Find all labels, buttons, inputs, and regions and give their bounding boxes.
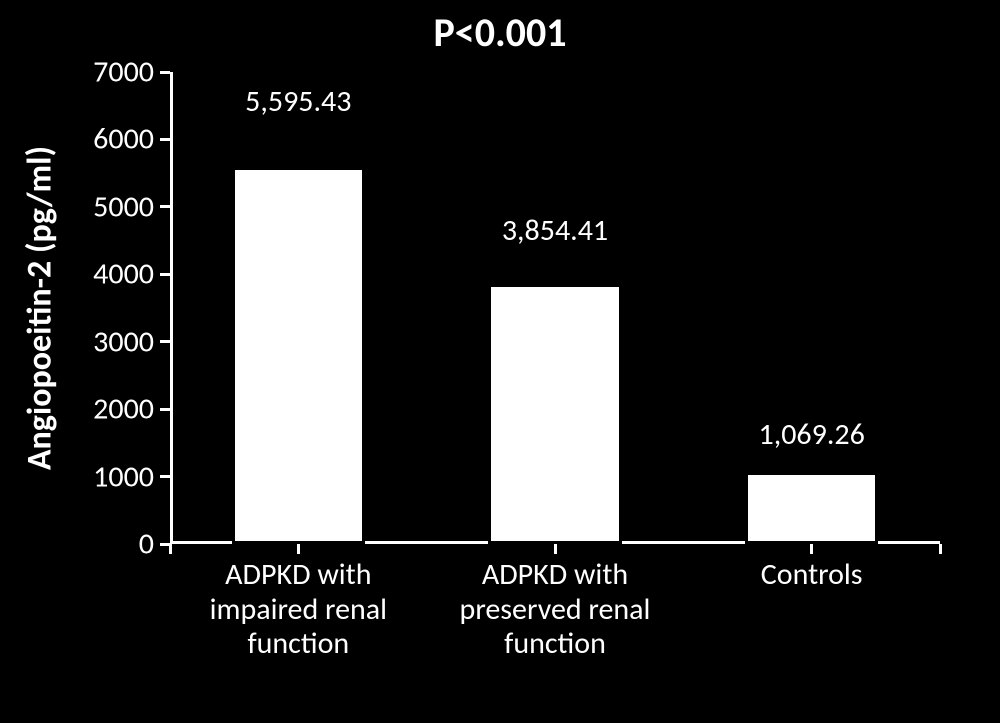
x-category-label: Controls xyxy=(690,558,934,593)
y-tick-label: 3000 xyxy=(54,323,154,360)
y-tick-mark xyxy=(160,138,170,141)
bar xyxy=(232,167,365,544)
y-tick-label: 6000 xyxy=(54,121,154,158)
chart-root: P<0.001 01000200030004000500060007000Ang… xyxy=(0,0,1000,723)
x-tick-mark xyxy=(939,544,942,554)
bar-value-label: 1,069.26 xyxy=(759,416,865,453)
bar-value-label: 5,595.43 xyxy=(245,83,351,120)
y-tick-mark xyxy=(160,408,170,411)
y-tick-mark xyxy=(160,71,170,74)
y-tick-label: 5000 xyxy=(54,188,154,225)
y-tick-mark xyxy=(160,205,170,208)
error-bar-line xyxy=(554,257,557,284)
y-tick-mark xyxy=(160,340,170,343)
y-tick-mark xyxy=(160,475,170,478)
bar xyxy=(745,472,878,544)
y-tick-label: 2000 xyxy=(54,391,154,428)
y-tick-label: 7000 xyxy=(54,54,154,91)
y-tick-label: 4000 xyxy=(54,256,154,293)
x-tick-mark xyxy=(554,544,557,554)
x-tick-mark xyxy=(169,544,172,554)
chart-title: P<0.001 xyxy=(0,8,1000,57)
error-bar-line xyxy=(810,461,813,472)
y-tick-label: 1000 xyxy=(54,458,154,495)
plot-area: 01000200030004000500060007000Angiopoeiti… xyxy=(170,72,940,544)
bar xyxy=(488,284,621,544)
y-axis-line xyxy=(170,72,173,544)
error-bar-line xyxy=(297,128,300,167)
error-bar-cap xyxy=(284,126,312,129)
error-bar-cap xyxy=(541,256,569,259)
x-tick-mark xyxy=(297,544,300,554)
x-category-label: ADPKD with preserved renal function xyxy=(433,558,677,662)
y-tick-mark xyxy=(160,273,170,276)
x-tick-mark xyxy=(810,544,813,554)
x-category-label: ADPKD with impaired renal function xyxy=(176,558,420,662)
y-tick-label: 0 xyxy=(54,526,154,563)
y-axis-title: Angiopoeitin-2 (pg/ml) xyxy=(20,146,61,470)
bar-value-label: 3,854.41 xyxy=(502,212,608,249)
error-bar-cap xyxy=(798,460,826,463)
